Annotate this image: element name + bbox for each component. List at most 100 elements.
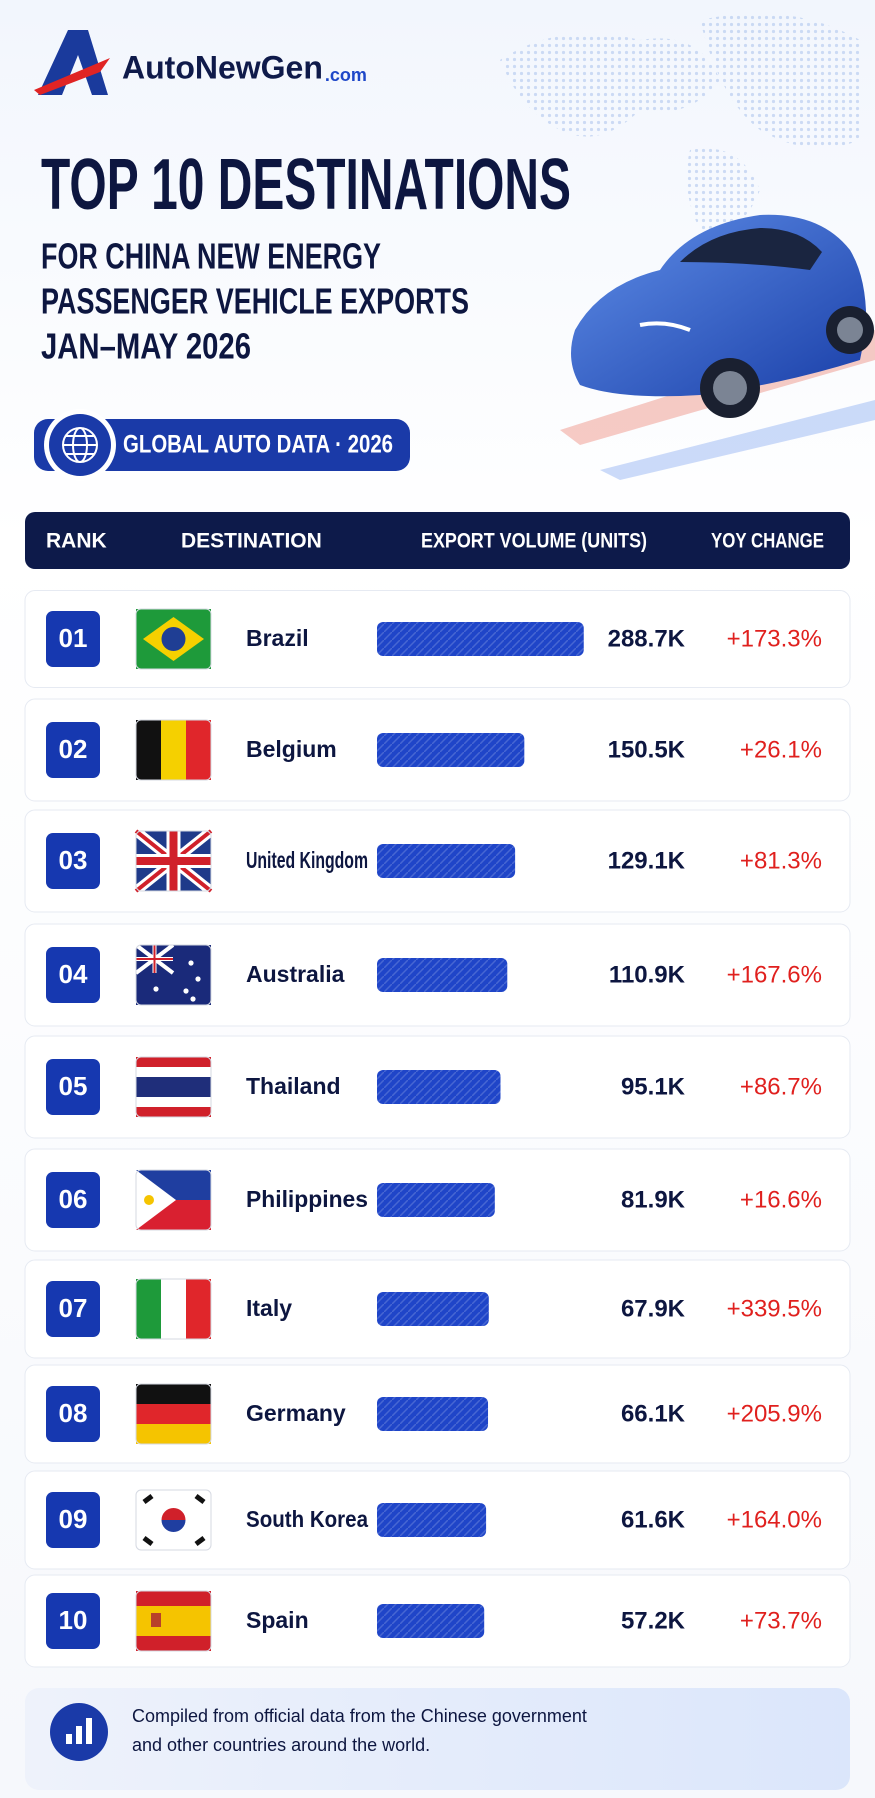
value-label: 67.9K (621, 1295, 686, 1322)
rank-label: 10 (59, 1605, 88, 1635)
flag-stripe (136, 1384, 211, 1404)
rank-label: 01 (59, 623, 88, 653)
chart-icon (66, 1718, 92, 1744)
flag-shape (136, 1170, 176, 1230)
value-label: 150.5K (608, 736, 686, 763)
flag-star (188, 960, 194, 966)
rank-label: 05 (59, 1071, 88, 1101)
rank-box (46, 1492, 100, 1548)
rank-box (46, 947, 100, 1003)
flag (132, 827, 215, 895)
flag-stripe (186, 720, 211, 780)
flag-sun (144, 1195, 154, 1205)
flag-border (135, 719, 212, 781)
bar-texture (377, 958, 508, 992)
yoy-label: +164.0% (727, 1506, 822, 1533)
value-label: 66.1K (621, 1400, 686, 1427)
flag-shape (161, 1520, 186, 1532)
flag-stripe (136, 1424, 211, 1444)
flag-border (135, 608, 212, 670)
bar-texture (377, 622, 584, 656)
rank-box (46, 611, 100, 667)
subtitle-line: JAN–MAY 2026 (41, 326, 251, 367)
flag-stripe (136, 1107, 211, 1117)
flag-border (135, 1169, 212, 1231)
flag-stripe (136, 1097, 211, 1107)
column-header: EXPORT VOLUME (UNITS) (421, 530, 647, 553)
rank-label: 08 (59, 1398, 88, 1428)
flag-stripe (161, 720, 186, 780)
footer (25, 1688, 850, 1790)
rank-label: 06 (59, 1184, 88, 1214)
flag-stripe (136, 1057, 211, 1067)
flag-stripe (136, 1077, 211, 1097)
flag-stripe (161, 1279, 186, 1339)
flag (136, 1384, 211, 1444)
rank-label: 07 (59, 1293, 88, 1323)
destination-label: Italy (246, 1295, 292, 1321)
rank-label: 04 (59, 959, 88, 989)
yoy-label: +173.3% (727, 625, 822, 652)
flag (136, 1279, 211, 1339)
flag (134, 943, 211, 1005)
bar-texture (377, 733, 525, 767)
flag-stripe (136, 1067, 211, 1077)
bar-texture (377, 1070, 501, 1104)
flag-border (135, 1056, 212, 1118)
value-label: 57.2K (621, 1607, 686, 1634)
rank-box (46, 1172, 100, 1228)
destination-label: South Korea (246, 1506, 368, 1532)
destination-label: Thailand (246, 1073, 341, 1099)
flag-stripe (136, 1606, 211, 1636)
flag-stripe (136, 720, 161, 780)
flag-star (153, 986, 159, 992)
flag-shape (161, 1508, 186, 1520)
bar-texture (377, 1397, 489, 1431)
table-body: 01 Brazil 288.7K +173.3% 02 Belgium 150.5K +26.… (24, 590, 851, 1668)
flag-border (135, 944, 212, 1006)
car-illustration (560, 214, 875, 480)
world-map (500, 13, 860, 232)
rank-label: 02 (59, 734, 88, 764)
flag-shape (142, 1494, 206, 1546)
badge-text: GLOBAL AUTO DATA · 2026 (123, 431, 393, 459)
bar-texture (377, 844, 516, 878)
column-header: DESTINATION (181, 530, 322, 553)
column-header: RANK (46, 530, 107, 553)
flag (136, 1591, 211, 1651)
subtitle-line: FOR CHINA NEW ENERGY (41, 236, 381, 277)
flag-border (135, 1278, 212, 1340)
destination-label: Brazil (246, 625, 309, 651)
value-label: 95.1K (621, 1073, 686, 1100)
flag (136, 1057, 211, 1117)
value-label: 110.9K (609, 961, 686, 988)
rank-label: 03 (59, 845, 88, 875)
rank-box (46, 1281, 100, 1337)
rank-box (46, 722, 100, 778)
flag (136, 1490, 211, 1550)
flag-shape (151, 1613, 161, 1627)
destination-label: United Kingdom (246, 847, 368, 873)
logo-suffix: .com (325, 65, 367, 85)
value-label: 129.1K (608, 847, 686, 874)
bar-texture (377, 1503, 487, 1537)
flag (136, 720, 211, 780)
rank-box (46, 1593, 100, 1649)
flag (136, 1170, 211, 1230)
flag (136, 609, 211, 669)
yoy-label: +16.6% (740, 1186, 822, 1213)
table-header (25, 512, 850, 569)
flag-star (195, 976, 201, 982)
rank-box (46, 1059, 100, 1115)
yoy-label: +81.3% (740, 847, 822, 874)
rank-box (46, 1386, 100, 1442)
bar-texture (377, 1604, 485, 1638)
title: TOP 10 DESTINATIONS (41, 145, 571, 225)
destination-label: Germany (246, 1400, 346, 1426)
flag-shape (136, 945, 173, 973)
flag-border (135, 830, 212, 892)
flag-border (135, 1383, 212, 1445)
value-label: 81.9K (621, 1186, 686, 1213)
rank-label: 09 (59, 1504, 88, 1534)
